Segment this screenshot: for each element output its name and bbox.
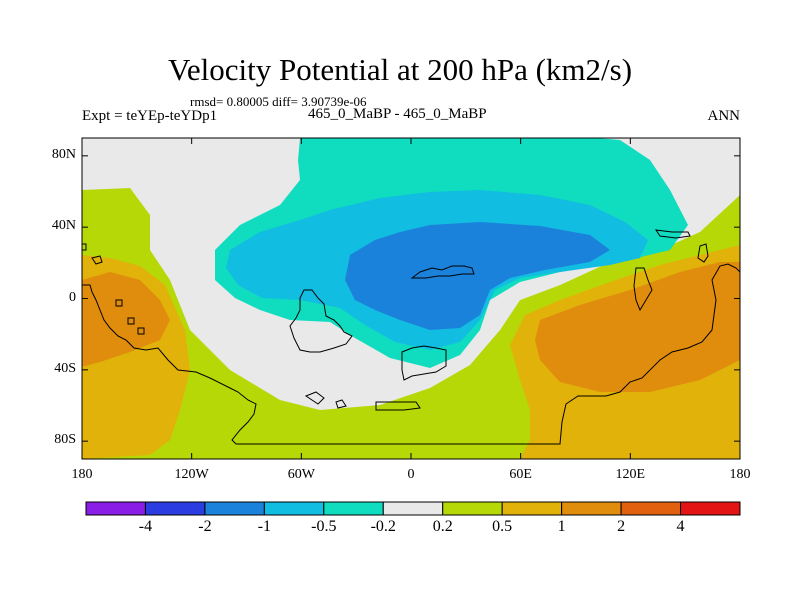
colorbar-swatch-7 — [501, 501, 563, 516]
coast-west-continent — [82, 284, 257, 445]
coast-west-islands — [115, 299, 145, 335]
colorbar-label: -4 — [138, 518, 153, 535]
colorbar-label: -0.2 — [370, 518, 396, 535]
lon-label: 120E — [615, 467, 646, 482]
coast-antarctic-rim — [236, 263, 741, 445]
lat-label: 0 — [69, 289, 76, 305]
lat-label: 80S — [54, 432, 76, 448]
colorbar-swatch-10 — [680, 501, 741, 516]
colorbar-swatch-0 — [85, 501, 146, 516]
lon-label: 60E — [509, 467, 532, 482]
colorbar-label: 2 — [617, 518, 626, 535]
experiment-label: Expt = teYEp-teYDp1 — [82, 108, 218, 124]
lon-label: 120W — [174, 467, 209, 482]
lon-label: 0 — [407, 467, 415, 482]
contour-orange-east — [535, 262, 740, 392]
lat-label: 40S — [54, 360, 76, 376]
lon-label: 180 — [71, 467, 93, 482]
colorbar-swatch-2 — [204, 501, 265, 516]
colorbar-label: -2 — [198, 518, 212, 535]
colorbar-label: -0.5 — [311, 518, 337, 535]
coast-central-south — [289, 289, 353, 353]
colorbar-label: 0.5 — [492, 518, 513, 535]
colorbar-swatch-5 — [382, 501, 444, 516]
coast-central-continent — [410, 265, 475, 279]
comparison-label: 465_0_MaBP - 465_0_MaBP — [308, 106, 487, 122]
coast-island-d — [335, 399, 347, 409]
rmsd-diff-stats: rmsd= 0.80005 diff= 3.90739e-06 — [190, 94, 367, 109]
colorbar-label: 4 — [676, 518, 685, 535]
colorbar-swatch-8 — [561, 501, 622, 516]
colorbar-swatch-4 — [323, 501, 384, 516]
contour-orange-west — [82, 272, 170, 366]
lat-label: 40N — [51, 218, 76, 234]
coast-east-spike — [697, 243, 709, 263]
coast-island-c — [304, 391, 325, 405]
lon-label: 180 — [729, 467, 751, 482]
coast-island-a — [401, 345, 447, 381]
axis-ticks — [81, 138, 741, 459]
colorbar — [85, 501, 741, 516]
figure-title: Velocity Potential at 200 hPa (km2/s) — [167, 52, 633, 87]
coast-east-strip — [633, 267, 653, 312]
lat-label: 80N — [51, 146, 76, 162]
lon-label: 60W — [287, 467, 315, 482]
coast-island-b — [375, 401, 421, 411]
colorbar-swatch-3 — [263, 501, 325, 516]
season-label: ANN — [707, 108, 741, 124]
colorbar-label: 0.2 — [432, 518, 453, 535]
coastlines — [81, 229, 741, 445]
colorbar-label: -1 — [257, 518, 272, 535]
colorbar-swatch-6 — [442, 501, 503, 516]
contour-blue — [345, 222, 610, 330]
colorbar-swatch-9 — [620, 501, 682, 516]
colorbar-label: 1 — [557, 518, 566, 535]
colorbar-swatch-1 — [144, 501, 206, 516]
coast-east-box — [654, 229, 691, 239]
